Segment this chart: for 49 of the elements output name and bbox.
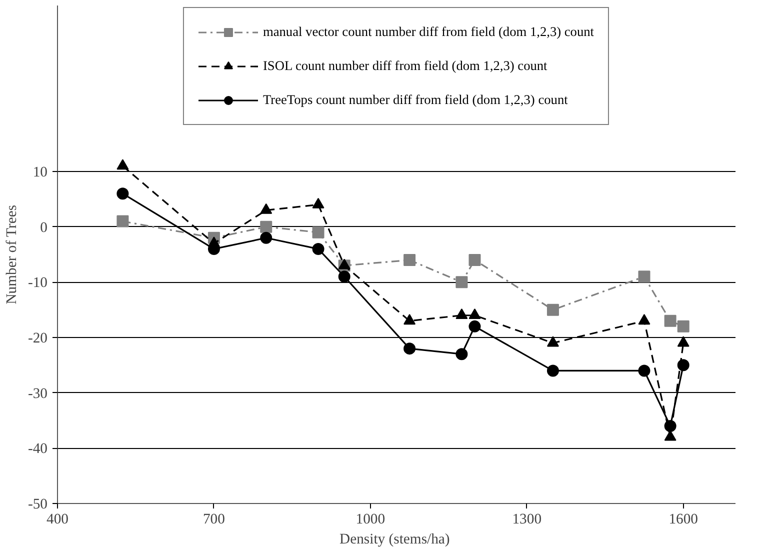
point — [260, 203, 272, 214]
point — [312, 226, 324, 238]
y-tick-label: -40 — [28, 441, 48, 458]
point — [116, 159, 129, 170]
point — [638, 364, 650, 377]
point — [312, 242, 324, 255]
point — [404, 342, 416, 355]
y-tick-label: -20 — [28, 330, 48, 346]
y-tick-label: 10 — [32, 164, 48, 180]
point — [468, 254, 481, 266]
legend-label: TreeTops count number diff from field (dom 1,2,3) count — [262, 92, 568, 108]
x-axis-title: Density (stems/ha) — [340, 532, 450, 548]
point — [312, 198, 324, 208]
y-axis-title: Number of Trees — [4, 204, 20, 304]
point — [456, 308, 468, 320]
point — [664, 420, 676, 432]
x-tick-label: 400 — [46, 512, 68, 528]
point — [546, 304, 559, 316]
point — [546, 336, 559, 347]
point — [468, 308, 481, 320]
x-tick-label: 1600 — [668, 512, 698, 528]
point — [260, 232, 272, 244]
y-tick-label: 0 — [40, 220, 48, 236]
point — [404, 254, 416, 266]
legend-label: ISOL count number diff from field (dom 1,2,3) count — [262, 58, 548, 74]
x-tick-label: 1300 — [512, 512, 542, 528]
point — [468, 320, 481, 332]
point — [638, 314, 650, 325]
x-tick-label: 700 — [202, 512, 225, 528]
point — [116, 188, 129, 200]
point — [638, 270, 650, 283]
point — [677, 359, 690, 372]
x-tick-label: 1000 — [356, 512, 386, 528]
point — [664, 430, 676, 441]
point — [456, 348, 468, 360]
point — [456, 276, 468, 288]
point — [546, 364, 559, 377]
point — [404, 314, 416, 325]
y-tick-label: -10 — [28, 275, 48, 292]
point — [260, 220, 272, 233]
point — [677, 320, 690, 332]
legend-label: manual vector count number diff from field (dom 1,2,3) count — [262, 24, 594, 40]
y-tick-label: -30 — [28, 386, 48, 402]
point — [338, 258, 350, 270]
point — [677, 336, 690, 347]
point — [664, 314, 676, 327]
point — [338, 270, 350, 283]
y-tick-label: -50 — [28, 496, 48, 512]
point — [116, 215, 129, 228]
